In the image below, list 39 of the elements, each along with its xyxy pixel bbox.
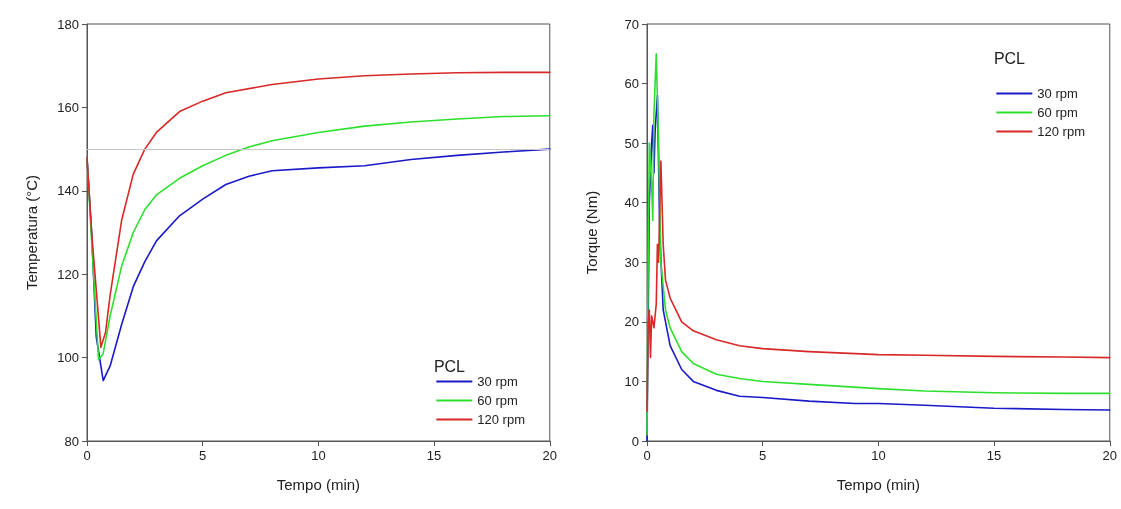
y-tick-label: 0: [631, 433, 639, 449]
y-tick-label: 50: [624, 135, 639, 151]
y-tick-label: 100: [57, 350, 79, 366]
legend-label: 30 rpm: [1037, 86, 1078, 101]
x-tick-label: 0: [643, 448, 651, 463]
y-tick-label: 80: [64, 433, 79, 449]
y-tick-label: 20: [624, 314, 639, 330]
y-tick-label: 60: [624, 76, 639, 92]
x-tick-label: 15: [426, 448, 442, 463]
y-tick-label: 70: [624, 16, 639, 32]
x-tick-label: 5: [199, 448, 207, 463]
x-tick-label: 20: [542, 448, 557, 463]
legend-label: 120 rpm: [1037, 124, 1086, 139]
legend-title: PCL: [433, 357, 466, 375]
x-tick-label: 10: [311, 448, 326, 463]
y-tick-label: 120: [57, 266, 79, 282]
legend-label: 120 rpm: [477, 412, 526, 427]
legend-label: 30 rpm: [477, 374, 518, 389]
y-tick-label: 40: [624, 195, 639, 211]
x-tick-label: 5: [759, 448, 767, 463]
y-tick-label: 30: [624, 254, 639, 270]
x-tick-label: 15: [986, 448, 1002, 463]
y-tick-label: 140: [57, 183, 79, 199]
y-axis-title: Torque (Nm): [583, 190, 600, 275]
y-tick-label: 180: [57, 16, 79, 32]
x-tick-label: 20: [1102, 448, 1117, 463]
legend-title: PCL: [993, 49, 1026, 67]
line-series: [86, 71, 551, 348]
y-tick-label: 160: [57, 99, 79, 115]
x-tick-label: 10: [871, 448, 886, 463]
line-series: [646, 160, 1111, 413]
legend-label: 60 rpm: [477, 393, 518, 408]
x-axis-title: Tempo (min): [276, 476, 361, 493]
line-series: [86, 114, 551, 361]
y-tick-label: 10: [624, 373, 639, 389]
legend-label: 60 rpm: [1037, 105, 1078, 120]
x-tick-label: 0: [83, 448, 91, 463]
x-axis-title: Tempo (min): [836, 476, 921, 493]
y-axis-title: Temperatura (°C): [23, 174, 40, 291]
